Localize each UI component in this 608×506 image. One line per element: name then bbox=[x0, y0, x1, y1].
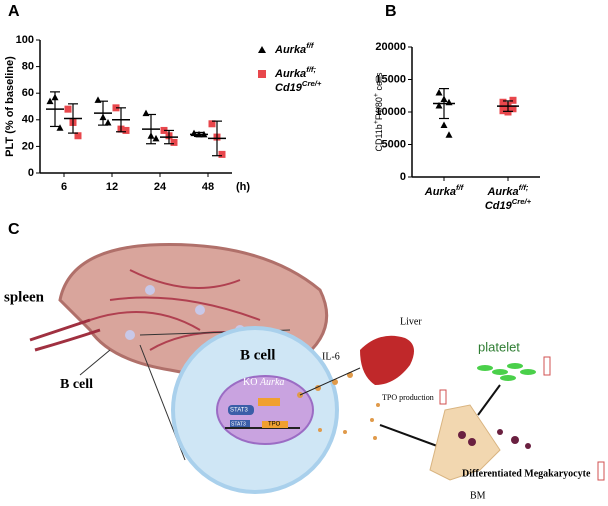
label-part: f/f bbox=[306, 41, 315, 50]
platelet-label: platelet bbox=[478, 339, 520, 354]
data-point bbox=[208, 120, 216, 128]
label-part: Cd19 bbox=[485, 200, 513, 212]
up-arrow bbox=[439, 389, 447, 405]
x-tick-label: 6 bbox=[61, 181, 67, 193]
megakaryocyte-label: Differentiated Megakaryocyte bbox=[462, 468, 591, 479]
y-axis-label: PLT (% of baseline) bbox=[4, 56, 16, 157]
label-part: Cd19 bbox=[275, 82, 303, 94]
panel-label: B bbox=[385, 3, 397, 20]
up-arrow bbox=[597, 461, 605, 481]
y-tick-label: 20 bbox=[22, 140, 34, 152]
label-part: cells bbox=[374, 72, 384, 93]
liver-label: Liver bbox=[400, 316, 422, 327]
data-point bbox=[504, 108, 512, 116]
y-tick-label: 40 bbox=[22, 114, 34, 126]
x-unit: (h) bbox=[236, 181, 250, 193]
tpo-box bbox=[262, 421, 288, 428]
x-tick-label: 12 bbox=[106, 181, 118, 193]
label-part: CD11b bbox=[374, 124, 384, 151]
rich-label: Aurkaf/f; bbox=[274, 65, 316, 80]
spleen-label: spleen bbox=[4, 289, 45, 305]
liver bbox=[360, 335, 414, 385]
label-part: Aurka bbox=[486, 186, 518, 198]
stat3-box bbox=[228, 405, 254, 415]
panel-label: A bbox=[8, 3, 20, 20]
y-tick-label: 15000 bbox=[375, 73, 406, 85]
panel-label: C bbox=[8, 221, 20, 238]
y-tick-label: 20000 bbox=[375, 41, 406, 53]
label-part: Aurka bbox=[424, 186, 456, 198]
ko-text: KO bbox=[243, 377, 260, 388]
legend-marker bbox=[258, 46, 266, 53]
rich-label: Aurkaf/f bbox=[274, 41, 315, 56]
x-tick-label: 24 bbox=[154, 181, 167, 193]
data-point bbox=[74, 132, 82, 140]
y-tick-label: 100 bbox=[16, 34, 34, 46]
megakaryocytes bbox=[458, 429, 531, 449]
data-point bbox=[142, 109, 150, 117]
il6-label: IL-6 bbox=[322, 351, 340, 362]
arrow bbox=[299, 367, 361, 396]
data-point bbox=[64, 105, 72, 113]
data-point bbox=[94, 96, 102, 103]
label-part: f/f bbox=[456, 183, 465, 192]
y-axis-label: CD11b+F4/80+ cells bbox=[373, 72, 384, 152]
stat3-label: STAT3 bbox=[231, 421, 246, 427]
gene-box bbox=[258, 398, 280, 406]
data-point bbox=[499, 107, 507, 115]
rich-label: Aurkaf/f bbox=[424, 183, 465, 198]
data-point bbox=[104, 118, 112, 126]
data-point bbox=[435, 102, 443, 109]
up-arrow bbox=[543, 356, 551, 376]
rich-label: Cd19Cre/+ bbox=[275, 79, 322, 94]
ko-label: KO Aurka bbox=[243, 377, 284, 388]
y-tick-label: 5000 bbox=[382, 138, 406, 150]
stat3-box bbox=[230, 420, 250, 428]
data-point bbox=[56, 124, 64, 131]
data-point bbox=[170, 138, 178, 146]
rich-label: Cd19Cre/+ bbox=[485, 197, 532, 212]
y-tick-label: 60 bbox=[22, 87, 34, 99]
legend-marker bbox=[258, 70, 266, 78]
data-point bbox=[509, 96, 517, 104]
label-part: Aurka bbox=[274, 44, 306, 56]
data-point bbox=[218, 150, 226, 158]
y-tick-label: 0 bbox=[400, 171, 406, 183]
data-point bbox=[499, 100, 507, 108]
b-cell-label: B cell bbox=[60, 377, 93, 392]
data-point bbox=[435, 89, 443, 96]
y-tick-label: 0 bbox=[28, 167, 34, 179]
rich-label: Aurkaf/f; bbox=[486, 183, 528, 198]
stat3-label: STAT3 bbox=[230, 408, 248, 414]
platelets bbox=[477, 363, 536, 381]
label-part: Cre/+ bbox=[302, 79, 322, 88]
data-point bbox=[152, 134, 160, 142]
ko-gene: Aurka bbox=[259, 377, 284, 388]
label-part: Cre/+ bbox=[512, 197, 532, 206]
tpo-production-label: TPO production bbox=[382, 393, 434, 402]
label-part: Aurka bbox=[274, 68, 306, 80]
data-point bbox=[509, 105, 517, 113]
label-part: + bbox=[373, 93, 380, 97]
data-point bbox=[440, 121, 448, 128]
label-part: F4/80 bbox=[374, 97, 384, 120]
label-part: + bbox=[373, 120, 380, 124]
x-tick-label: 48 bbox=[202, 181, 214, 193]
data-point bbox=[122, 126, 130, 134]
data-point bbox=[46, 97, 54, 105]
data-point bbox=[445, 131, 453, 138]
b-cell-title: B cell bbox=[240, 347, 275, 363]
arrow bbox=[477, 384, 501, 416]
tpo-label: TPO bbox=[268, 422, 281, 428]
label-part: f/f; bbox=[306, 65, 316, 74]
y-tick-label: 10000 bbox=[375, 106, 406, 118]
label-part: f/f; bbox=[519, 183, 529, 192]
bm-label: BM bbox=[470, 490, 486, 501]
bone bbox=[429, 404, 501, 481]
y-tick-label: 80 bbox=[22, 61, 34, 73]
